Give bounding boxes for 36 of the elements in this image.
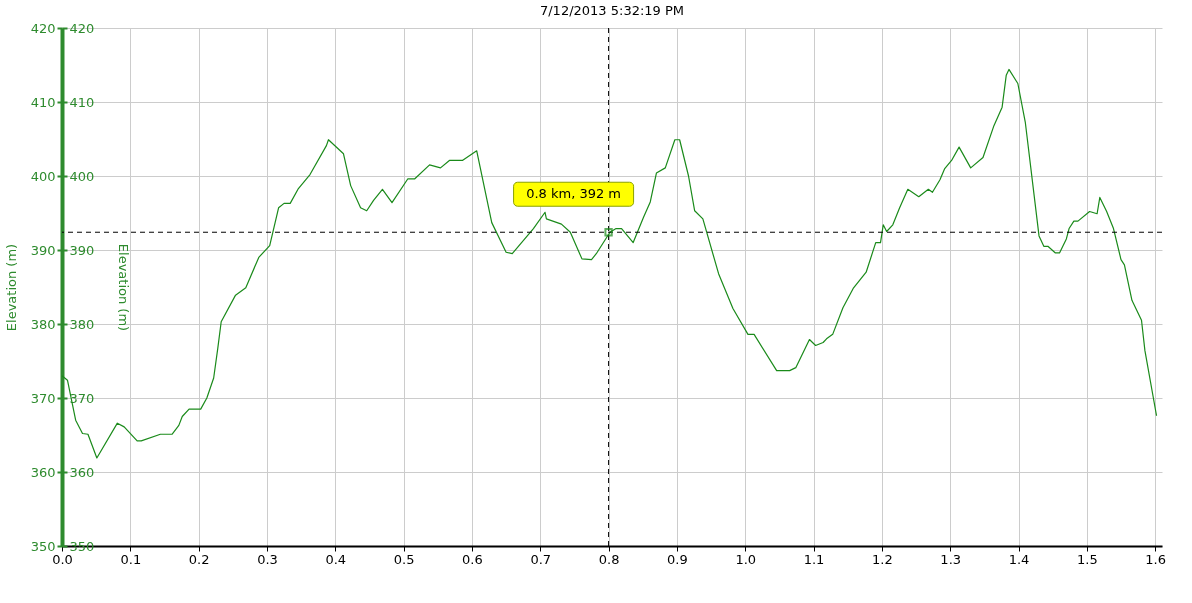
x-tick-label: 0.7 xyxy=(530,551,552,567)
y-tick-label: 400 xyxy=(30,168,56,184)
y2-tick-label: 360 xyxy=(69,464,95,480)
y-tick-label: 420 xyxy=(30,20,56,36)
annotation: 0.8 km, 392 m xyxy=(526,186,622,202)
x-tick-label: 1.1 xyxy=(803,551,825,567)
y-tick-label: 380 xyxy=(30,316,56,332)
line-series xyxy=(61,68,1158,459)
x-tick-label: 0.1 xyxy=(120,551,142,567)
x-tick-label: 0.9 xyxy=(667,551,688,567)
x-tick-label: 0.0 xyxy=(52,551,73,567)
x-tick-label: 1.2 xyxy=(872,551,893,567)
y-tick-label: 350 xyxy=(30,538,56,554)
y-tick-label: 390 xyxy=(30,242,56,258)
x-tick-label: 1.6 xyxy=(1145,551,1167,567)
chart-title: 7/12/2013 5:32:19 PM xyxy=(539,3,685,18)
x-tick-label: 1.0 xyxy=(735,551,757,567)
y2-tick-label: 390 xyxy=(69,242,95,258)
y2-axis-title: Elevation (m) xyxy=(116,243,132,332)
x-tick-label: 0.5 xyxy=(393,551,415,567)
y-axis-title: Elevation (m) xyxy=(3,243,19,332)
x-tick-label: 1.5 xyxy=(1077,551,1098,567)
x-tick-label: 0.4 xyxy=(325,551,347,567)
y2-tick-label: 380 xyxy=(69,316,95,332)
y-tick-label: 370 xyxy=(30,390,56,406)
x-tick-label: 0.8 xyxy=(598,551,620,567)
y2-tick-label: 420 xyxy=(69,20,95,36)
x-tick-label: 1.4 xyxy=(1008,551,1030,567)
x-tick-label: 0.6 xyxy=(462,551,483,567)
y2-tick-label: 400 xyxy=(69,168,95,184)
y2-tick-label: 410 xyxy=(69,94,95,110)
x-tick-label: 0.2 xyxy=(188,551,210,567)
x-tick-label: 0.3 xyxy=(257,551,278,567)
x-tick-label: 1.3 xyxy=(940,551,962,567)
y-tick-label: 360 xyxy=(30,464,56,480)
y-tick-label: 410 xyxy=(30,94,56,110)
